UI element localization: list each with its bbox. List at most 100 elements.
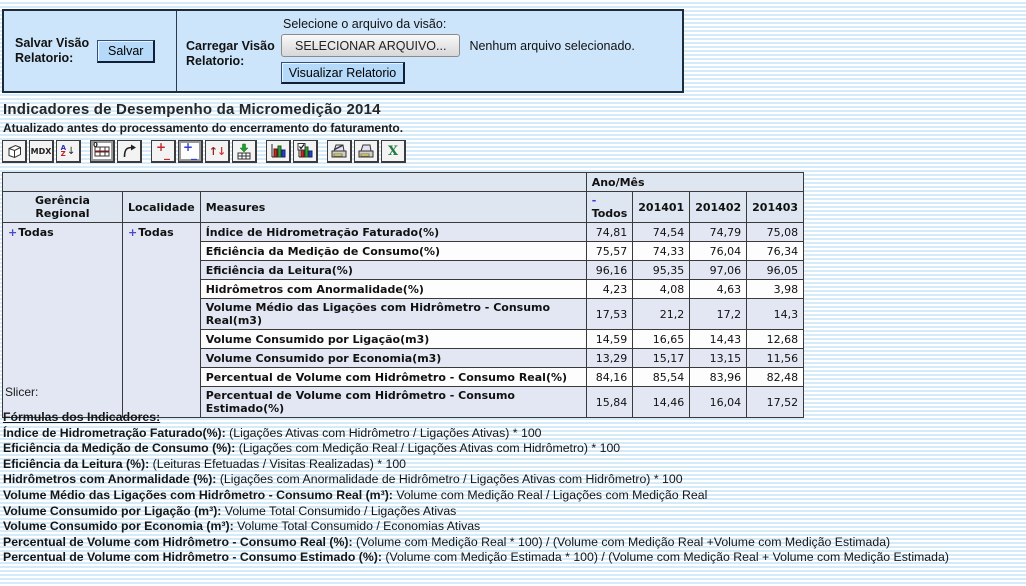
- select-file-button[interactable]: SELECIONAR ARQUIVO...: [281, 34, 461, 57]
- collapse-icon[interactable]: -: [591, 194, 597, 207]
- formula-expression: (Ligações com Medição Real / Ligações At…: [235, 441, 621, 456]
- load-view-section: Carregar Visão Relatorio: Selecione o ar…: [177, 11, 635, 91]
- table-row: Volume Médio das Ligações com Hidrômetro…: [3, 298, 805, 330]
- value-cell: 85,54: [632, 367, 691, 387]
- pivot-corner-cell: [2, 172, 587, 192]
- formula-indicator-name: Eficiência da Medição de Consumo (%):: [3, 441, 236, 456]
- value-cell: 14,43: [689, 329, 748, 349]
- sort-icon[interactable]: A Z ↓: [56, 140, 81, 163]
- measure-label: Percentual de Volume com Hidrômetro - Co…: [199, 386, 587, 418]
- formula-indicator-name: Índice de Hidrometração Faturado(%):: [3, 425, 226, 440]
- formula-expression: Volume com Medição Real / Ligações com M…: [392, 487, 708, 502]
- value-cell: 17,53: [585, 298, 634, 330]
- column-header-gerencia-regional: Gerência Regional: [2, 191, 123, 223]
- value-cell: 75,08: [746, 222, 805, 242]
- value-cell: 74,33: [632, 241, 691, 261]
- value-cell: 14,46: [632, 386, 691, 418]
- file-prompt-label: Selecione o arquivo da visão:: [283, 17, 447, 31]
- value-cell: 76,04: [689, 241, 748, 261]
- formula-expression: (Volume com Medição Real * 100) / (Volum…: [352, 534, 891, 549]
- measure-label: Volume Médio das Ligações com Hidrômetro…: [199, 298, 587, 330]
- value-cell: 21,2: [632, 298, 691, 330]
- slicer-label: Slicer:: [5, 385, 39, 399]
- value-cell: 12,68: [746, 329, 805, 349]
- formula-indicator-name: Eficiência da Leitura (%):: [3, 456, 150, 471]
- value-cell: 84,16: [585, 367, 634, 387]
- page-subtitle: Atualizado antes do processamento do enc…: [3, 121, 404, 135]
- value-cell: 16,04: [689, 386, 748, 418]
- measure-label: Eficiência da Leitura(%): [199, 260, 587, 280]
- value-cell: 16,65: [632, 329, 691, 349]
- value-cell: 14,3: [746, 298, 805, 330]
- formula-indicator-name: Volume Consumido por Economia (m³):: [3, 519, 234, 534]
- formula-line: Percentual de Volume com Hidrômetro - Co…: [3, 550, 949, 566]
- formula-expression: Volume Total Consumido / Economias Ativa…: [233, 519, 481, 534]
- value-cell: 17,52: [746, 386, 805, 418]
- table-row: Eficiência da Leitura(%) 96,16 95,35 97,…: [3, 260, 805, 280]
- file-status-text: Nenhum arquivo selecionado.: [469, 38, 635, 53]
- formula-indicator-name: Volume Médio das Ligações com Hidrômetro…: [3, 487, 393, 502]
- drill-position-icon[interactable]: + _: [178, 140, 203, 163]
- value-cell: 82,48: [746, 367, 805, 387]
- panel-divider: [176, 11, 177, 91]
- print-pdf-icon[interactable]: [354, 140, 379, 163]
- show-chart-icon[interactable]: [266, 140, 291, 163]
- drill-replace-icon[interactable]: ↑↓: [205, 140, 230, 163]
- column-header-localidade: Localidade: [122, 191, 201, 223]
- formula-line: Volume Consumido por Ligação (m³): Volum…: [3, 504, 949, 520]
- export-excel-icon[interactable]: X: [381, 140, 406, 163]
- expand-icon[interactable]: +: [128, 226, 138, 239]
- measure-label: Volume Consumido por Ligação(m3): [199, 329, 587, 349]
- column-header-todos[interactable]: -Todos: [585, 191, 634, 223]
- table-row: Percentual de Volume com Hidrômetro - Co…: [3, 367, 805, 387]
- save-view-label: Salvar Visão Relatorio:: [15, 36, 90, 65]
- value-cell: 13,15: [689, 348, 748, 368]
- formulas-heading: Fórmulas dos Indicadores:: [3, 410, 161, 424]
- formula-indicator-name: Volume Consumido por Ligação (m³):: [3, 503, 222, 518]
- value-cell: 13,29: [585, 348, 634, 368]
- localidade-value[interactable]: +Todas: [122, 222, 201, 418]
- save-button[interactable]: Salvar: [97, 39, 156, 63]
- value-cell: 74,81: [585, 222, 634, 242]
- value-cell: 95,35: [632, 260, 691, 280]
- mdx-editor-icon[interactable]: MDX: [29, 140, 54, 163]
- formula-line: Volume Médio das Ligações com Hidrômetro…: [3, 488, 949, 504]
- formula-expression: Volume Total Consumido / Ligações Ativas: [221, 503, 457, 518]
- value-cell: 17,2: [689, 298, 748, 330]
- measure-label: Hidrômetros com Anormalidade(%): [199, 279, 587, 299]
- print-settings-icon[interactable]: [327, 140, 352, 163]
- value-cell: 15,84: [585, 386, 634, 418]
- drill-through-icon[interactable]: [232, 140, 257, 163]
- pivot-table: Ano/Mês Gerência Regional Localidade Mea…: [2, 172, 805, 418]
- view-report-button[interactable]: Visualizar Relatorio: [281, 62, 405, 84]
- value-cell: 96,16: [585, 260, 634, 280]
- value-cell: 96,05: [746, 260, 805, 280]
- value-cell: 83,96: [689, 367, 748, 387]
- value-cell: 4,08: [632, 279, 691, 299]
- formula-expression: (Ligações Ativas com Hidrômetro / Ligaçõ…: [225, 425, 542, 440]
- column-header-201401: 201401: [632, 191, 691, 223]
- formula-indicator-name: Percentual de Volume com Hidrômetro - Co…: [3, 550, 382, 565]
- show-parent-members-icon[interactable]: 0: [90, 140, 115, 163]
- table-row: Volume Consumido por Economia(m3) 13,29 …: [3, 348, 805, 368]
- formula-expression: (Leituras Efetuadas / Visitas Realizadas…: [149, 456, 407, 471]
- swap-axes-icon[interactable]: [117, 140, 142, 163]
- value-cell: 74,54: [632, 222, 691, 242]
- olap-toolbar: MDX A Z ↓ 0 + _ + _ ↑↓: [2, 140, 415, 163]
- page-title: Indicadores de Desempenho da Micromediçã…: [3, 101, 381, 118]
- value-cell: 76,34: [746, 241, 805, 261]
- chart-config-icon[interactable]: [293, 140, 318, 163]
- column-header-201402: 201402: [689, 191, 748, 223]
- gerencia-regional-value[interactable]: +Todas: [2, 222, 123, 418]
- value-cell: 3,98: [746, 279, 805, 299]
- drill-member-icon[interactable]: + _: [151, 140, 176, 163]
- expand-icon[interactable]: +: [8, 226, 18, 239]
- report-view-panel: Salvar Visão Relatorio: Salvar Carregar …: [2, 9, 684, 93]
- value-cell: 4,23: [585, 279, 634, 299]
- measure-label: Percentual de Volume com Hidrômetro - Co…: [199, 367, 587, 387]
- measure-label: Eficiência da Medição de Consumo(%): [199, 241, 587, 261]
- olap-navigator-cube-icon[interactable]: [2, 140, 27, 163]
- value-cell: 97,06: [689, 260, 748, 280]
- value-cell: 11,56: [746, 348, 805, 368]
- value-cell: 14,59: [585, 329, 634, 349]
